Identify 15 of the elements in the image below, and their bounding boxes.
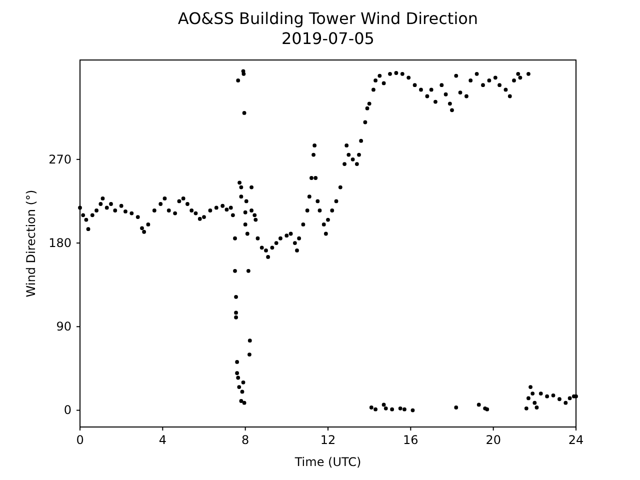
y-tick-label: 0: [64, 403, 72, 418]
x-tick-label: 24: [568, 433, 584, 448]
x-tick-label: 0: [76, 433, 84, 448]
x-tick-label: 8: [242, 433, 250, 448]
y-tick-label: 90: [56, 319, 72, 334]
y-tick-label: 270: [48, 152, 72, 166]
y-tick-label: 180: [48, 236, 72, 250]
x-tick-label: 16: [403, 433, 418, 448]
x-axis-title: Time (UTC): [294, 455, 362, 469]
x-tick-label: 4: [158, 433, 166, 448]
x-tick-label: 20: [486, 433, 501, 448]
y-axis-title: Wind Direction (°): [24, 190, 38, 298]
chart-subtitle: 2019-07-05: [282, 29, 374, 48]
x-tick-label: 12: [320, 433, 336, 448]
chart-title: AO&SS Building Tower Wind Direction: [178, 9, 478, 28]
